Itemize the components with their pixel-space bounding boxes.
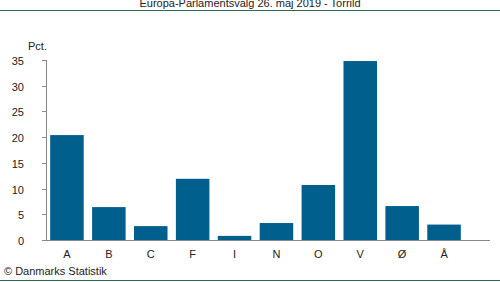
y-tick (42, 189, 46, 190)
top-rule (0, 10, 500, 11)
x-tick-label: N (272, 248, 280, 260)
x-tick-label: F (189, 248, 196, 260)
y-tick (42, 60, 46, 61)
x-tick-label: Ø (398, 248, 407, 260)
bar (50, 135, 84, 240)
y-tick (42, 137, 46, 138)
chart-svg: Europa-Parlamentsvalg 26. maj 2019 - Tor… (0, 0, 500, 282)
y-tick-label: 15 (12, 158, 24, 170)
source: © Danmarks Statistik (4, 265, 107, 277)
y-tick-label: 30 (12, 81, 24, 93)
x-axis (46, 240, 490, 241)
bar (260, 223, 294, 240)
y-tick-label: 25 (12, 106, 24, 118)
x-tick-label: C (147, 248, 155, 260)
bar (427, 225, 461, 240)
bar (302, 185, 336, 240)
y-tick (42, 163, 46, 164)
title: Europa-Parlamentsvalg 26. maj 2019 - Tor… (139, 0, 360, 9)
y-tick (42, 240, 46, 241)
y-tick-label: 5 (18, 209, 24, 221)
y-tick (42, 111, 46, 112)
x-tick-label: A (63, 248, 71, 260)
bar (385, 206, 419, 240)
y-tick-label: 0 (18, 235, 24, 247)
y-tick-label: 10 (12, 184, 24, 196)
bottom-rule (0, 280, 500, 281)
y-axis (46, 60, 47, 240)
bar (176, 179, 210, 240)
y-tick (42, 214, 46, 215)
bar (218, 236, 252, 240)
y-tick-label: 35 (12, 55, 24, 67)
x-tick-label: Å (440, 248, 448, 260)
x-tick-label: B (105, 248, 112, 260)
y-tick-label: 20 (12, 132, 24, 144)
y-tick (42, 86, 46, 87)
y-label: Pct. (28, 40, 47, 52)
bar (134, 226, 168, 240)
bars (50, 61, 461, 240)
bar (92, 207, 126, 240)
x-tick-label: I (233, 248, 236, 260)
x-tick-label: O (314, 248, 323, 260)
bar (343, 61, 377, 240)
x-tick-label: V (357, 248, 365, 260)
